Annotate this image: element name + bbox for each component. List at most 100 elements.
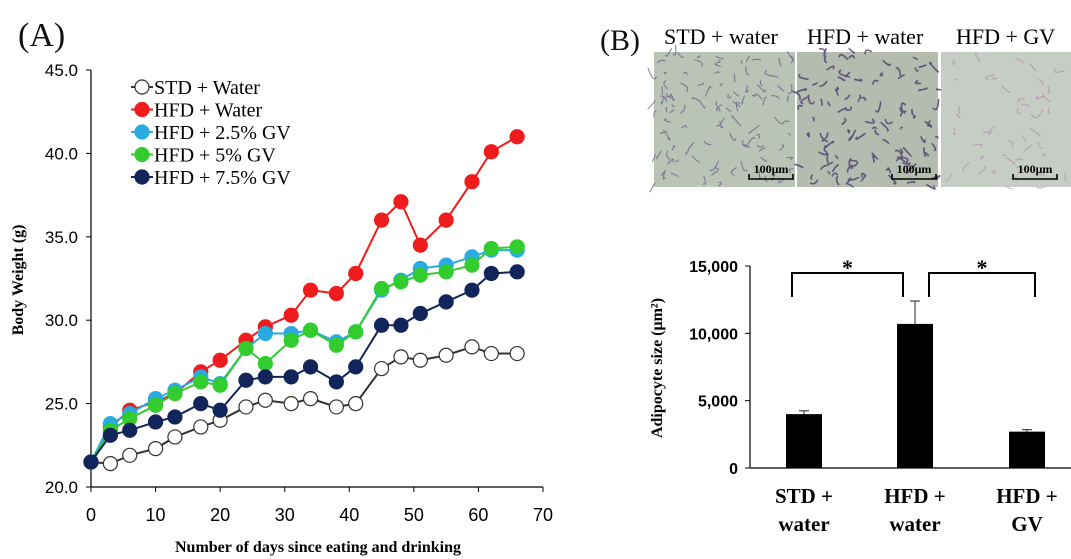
- micrograph-title: STD + water: [664, 24, 778, 49]
- line-y-tick-label: 45.0: [45, 61, 78, 80]
- line-data-point: [438, 294, 454, 310]
- line-data-point: [438, 264, 454, 280]
- line-data-point: [464, 174, 480, 190]
- line-x-tick-label: 20: [210, 505, 230, 525]
- bar-category-labels: STD + water HFD + water HFD + GV: [775, 484, 1058, 536]
- line-data-point: [412, 237, 428, 253]
- line-data-point: [393, 274, 409, 290]
- line-data-point: [167, 385, 183, 402]
- bar-category-label: water: [889, 512, 940, 536]
- micrograph-image: [941, 52, 1071, 187]
- line-x-tick-label: 40: [339, 505, 359, 525]
- legend-marker: [134, 79, 150, 95]
- line-y-tick-label: 40.0: [45, 144, 78, 163]
- line-data-point: [483, 240, 499, 257]
- legend-marker: [134, 101, 150, 118]
- line-data-point: [257, 392, 273, 408]
- line-data-point: [167, 409, 183, 425]
- line-data-point: [102, 456, 118, 472]
- bar-y-tick-label: 15,000: [689, 259, 738, 276]
- line-data-point: [238, 399, 254, 415]
- significance-brackets: * *: [791, 255, 1036, 297]
- line-data-point: [302, 322, 319, 338]
- line-data-point: [257, 369, 273, 385]
- line-data-point: [393, 317, 409, 333]
- line-data-point: [509, 264, 525, 280]
- line-x-tick-label: 0: [86, 505, 96, 525]
- line-y-tick-label: 20.0: [45, 478, 78, 497]
- bar-y-tick-label: 5,000: [698, 394, 738, 411]
- line-data-point: [302, 359, 319, 375]
- line-y-tick-label: 25.0: [45, 395, 78, 414]
- line-data-point: [509, 239, 525, 255]
- line-data-point: [257, 355, 273, 372]
- line-data-point: [412, 267, 428, 283]
- line-series: [83, 264, 525, 470]
- line-data-point: [328, 337, 344, 353]
- legend-label: STD + Water: [154, 77, 260, 99]
- significance-bracket: [928, 272, 1036, 297]
- line-series: [83, 239, 525, 470]
- bar-rect: [1009, 431, 1045, 468]
- line-data-point: [393, 194, 409, 210]
- micrograph: HFD + water 100μm: [792, 24, 944, 190]
- line-y-axis: 20.0 25.0 30.0 35.0 40.0 45.0 Body Weight (g): [10, 61, 92, 497]
- legend-marker: [134, 169, 150, 185]
- line-data-point: [464, 282, 480, 298]
- line-data-point: [509, 345, 525, 362]
- line-x-ticks: 0 10 20 30 40 50 60 70: [86, 487, 553, 525]
- panel-a-label: (A): [18, 17, 65, 54]
- line-x-tick-label: 70: [533, 505, 553, 525]
- line-data-point: [483, 345, 499, 362]
- line-data-point: [464, 339, 480, 355]
- line-data-point: [102, 427, 118, 443]
- significance-bracket: [791, 272, 904, 297]
- line-series-group: [83, 129, 525, 472]
- bar-category-label: water: [778, 512, 829, 536]
- micrograph-scale-bar: [748, 174, 794, 180]
- line-data-point: [283, 396, 299, 412]
- line-data-point: [147, 441, 164, 457]
- micrograph-scale-bar: [1012, 174, 1058, 180]
- line-data-point: [193, 419, 209, 435]
- micrograph-scale-label: 100μm: [1018, 162, 1053, 176]
- bar-y-ticks: 0 5,000 10,000 15,000: [689, 259, 750, 478]
- line-data-point: [464, 257, 480, 273]
- line-data-point: [257, 325, 273, 342]
- line-data-point: [412, 305, 428, 322]
- bar-rect: [786, 414, 822, 468]
- micrograph-scale-bar: [891, 174, 937, 180]
- line-data-point: [283, 307, 299, 323]
- bar-category-label: HFD +: [884, 484, 946, 508]
- line-x-tick-label: 60: [468, 505, 488, 525]
- line-series: [83, 242, 525, 470]
- line-data-point: [348, 396, 364, 412]
- micrograph-image: [654, 52, 795, 187]
- line-data-point: [483, 265, 499, 282]
- bar-rect: [897, 323, 933, 468]
- line-data-point: [328, 285, 344, 302]
- line-x-axis: 0 10 20 30 40 50 60 70 Number of days since eat…: [86, 486, 553, 556]
- line-data-point: [212, 377, 228, 393]
- line-data-point: [348, 324, 364, 340]
- line-x-tick-label: 30: [275, 505, 295, 525]
- line-x-axis-label: Number of days since eating and drinking: [175, 539, 461, 556]
- line-data-point: [238, 372, 254, 388]
- line-y-ticks: 20.0 25.0 30.0 35.0 40.0 45.0: [45, 61, 91, 497]
- line-data-point: [373, 280, 390, 297]
- legend-label: HFD + 2.5% GV: [154, 122, 291, 144]
- micrograph-title: HFD + GV: [956, 24, 1055, 49]
- significance-star: *: [977, 255, 988, 280]
- line-x-tick-label: 10: [146, 505, 166, 525]
- legend-marker: [134, 124, 150, 140]
- line-data-point: [193, 374, 209, 390]
- line-data-point: [373, 212, 390, 228]
- line-data-point: [438, 212, 454, 228]
- bar-category-label: GV: [1011, 512, 1043, 536]
- line-data-point: [167, 429, 183, 445]
- line-data-point: [509, 129, 525, 145]
- line-data-point: [147, 414, 164, 430]
- line-data-point: [238, 340, 254, 357]
